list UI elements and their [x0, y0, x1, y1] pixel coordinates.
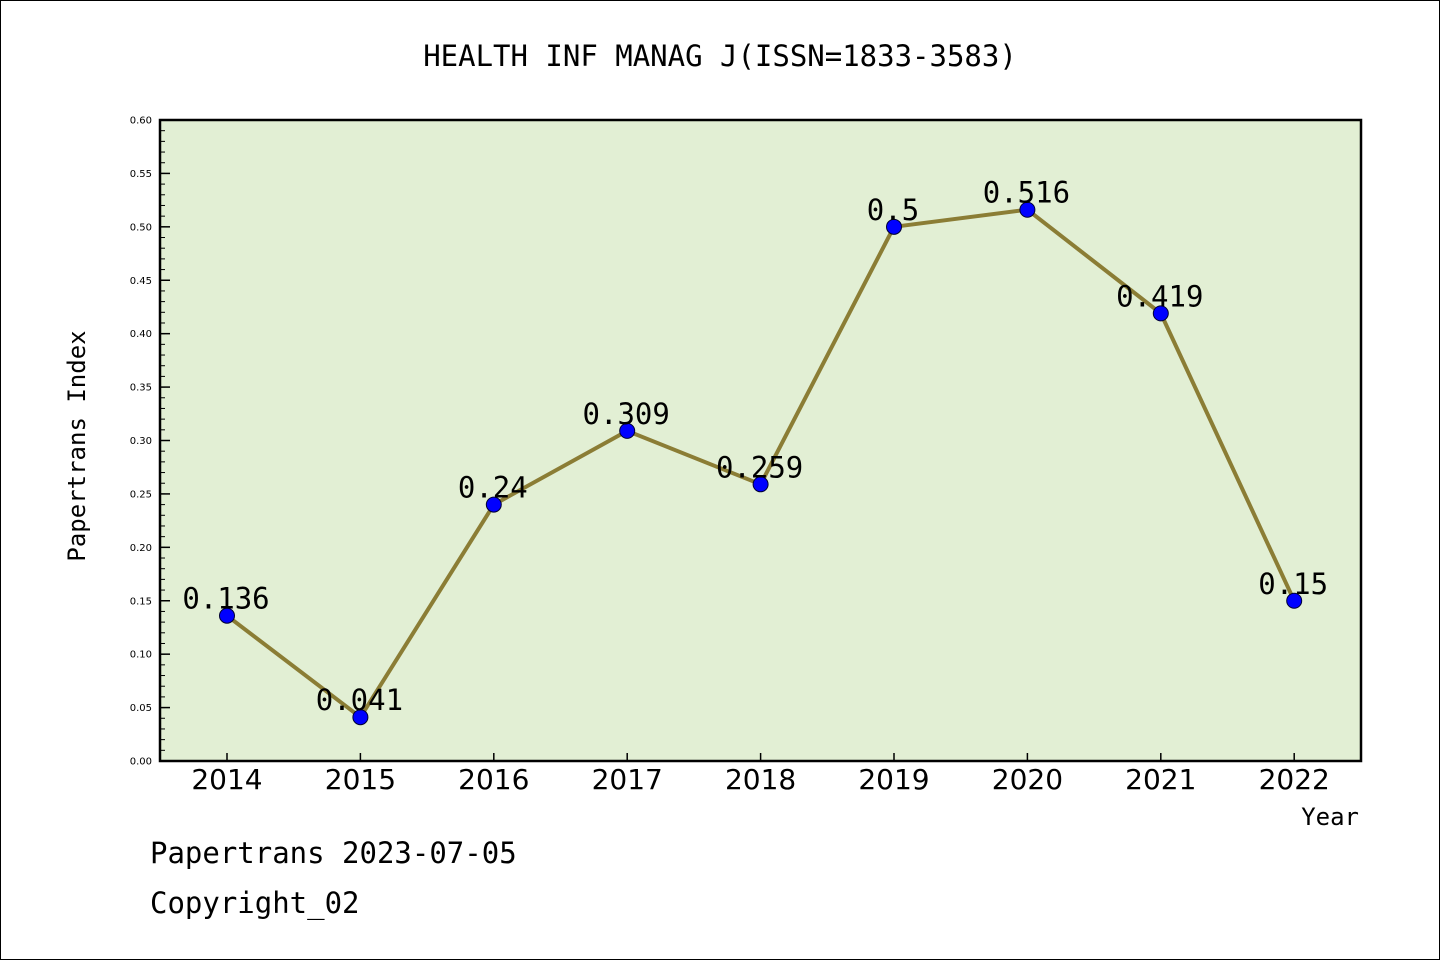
data-label: 0.516	[983, 176, 1070, 210]
plot-area	[158, 118, 1363, 763]
data-point	[1152, 305, 1169, 322]
y-axis-title: Papertrans Index	[63, 330, 91, 561]
y-tick-label: 0.25	[130, 489, 152, 500]
data-point	[1286, 592, 1303, 609]
x-tick-label: 2018	[725, 763, 796, 796]
chart-title: HEALTH INF MANAG J(ISSN=1833-3583)	[423, 39, 1017, 73]
y-tick-label: 0.30	[130, 436, 152, 447]
footer-copyright: Copyright_02	[150, 886, 360, 920]
data-point	[1019, 201, 1036, 218]
data-point	[619, 422, 636, 439]
data-label: 0.15	[1258, 567, 1328, 601]
x-axis-title: Year	[1301, 803, 1359, 831]
y-tick-label: 0.20	[130, 543, 152, 554]
x-tick-label: 2022	[1259, 763, 1330, 796]
data-label: 0.136	[182, 582, 269, 616]
y-tick-label: 0.05	[130, 703, 152, 714]
y-tick-label: 0.00	[130, 757, 152, 768]
y-tick-label: 0.10	[130, 650, 152, 661]
y-tick-label: 0.55	[130, 169, 152, 180]
y-tick-label: 0.45	[130, 276, 152, 287]
x-tick-labels: 2014 2015 2016 2017 2018 2019 2020 2021 2022	[191, 763, 1329, 796]
x-tick-label: 2016	[458, 763, 529, 796]
y-major-ticks	[160, 119, 170, 762]
x-tick-label: 2015	[325, 763, 396, 796]
y-tick-label: 0.35	[130, 383, 152, 394]
data-label: 0.5	[867, 193, 919, 227]
data-label: 0.041	[316, 683, 403, 717]
x-tick-label: 2020	[992, 763, 1063, 796]
y-tick-label: 0.60	[130, 116, 152, 127]
value-labels: 0.136 0.041 0.24 0.309 0.259 0.5 0.516 0.419 0.1…	[182, 176, 1328, 717]
y-tick-label: 0.40	[130, 329, 152, 340]
x-tick-label: 2019	[858, 763, 929, 796]
data-label: 0.309	[583, 397, 670, 431]
data-label: 0.419	[1116, 279, 1203, 313]
data-points	[219, 201, 1303, 726]
data-point	[219, 607, 235, 624]
x-tick-label: 2021	[1125, 763, 1196, 796]
data-point	[352, 709, 369, 726]
footer-date: Papertrans 2023-07-05	[150, 836, 517, 870]
data-label: 0.259	[716, 450, 803, 484]
data-label: 0.24	[458, 471, 528, 505]
data-point	[886, 218, 902, 235]
data-point	[752, 476, 769, 493]
data-point	[485, 496, 502, 513]
y-tick-label: 0.15	[130, 596, 152, 607]
x-tick-label: 2014	[191, 763, 262, 796]
x-ticks	[226, 753, 1295, 761]
y-tick-label: 0.50	[130, 222, 152, 233]
y-tick-labels: 0.00 0.05 0.10 0.15 0.20 0.25 0.30 0.35 0.40 0.45…	[130, 116, 152, 768]
x-tick-label: 2017	[592, 763, 663, 796]
